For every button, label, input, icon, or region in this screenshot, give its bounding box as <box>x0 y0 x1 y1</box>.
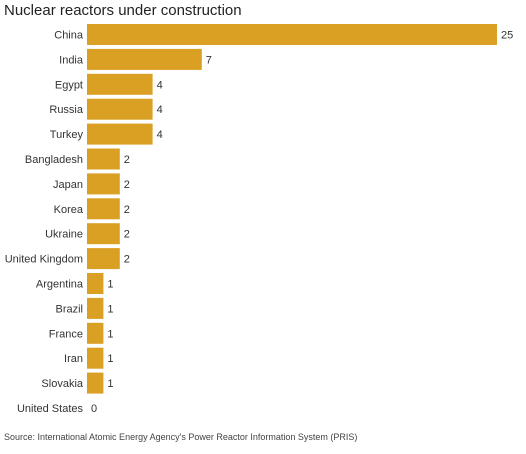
source-note: Source: International Atomic Energy Agen… <box>4 432 358 442</box>
category-label: United Kingdom <box>5 254 83 266</box>
category-label: Brazil <box>55 303 83 315</box>
chart-title: Nuclear reactors under construction <box>4 2 242 19</box>
category-label: Bangladesh <box>25 154 83 166</box>
value-label: 1 <box>107 303 113 315</box>
value-label: 1 <box>107 353 113 365</box>
value-label: 7 <box>206 54 212 66</box>
category-label: China <box>54 30 84 42</box>
bar <box>87 198 120 220</box>
bar <box>87 347 104 369</box>
value-label: 1 <box>107 328 113 340</box>
category-label: Ukraine <box>45 229 83 241</box>
bar <box>87 322 104 344</box>
bar <box>87 24 497 45</box>
category-label: Egypt <box>55 79 83 91</box>
bar <box>87 297 104 319</box>
category-label: Slovakia <box>41 378 83 390</box>
value-label: 25 <box>501 30 513 42</box>
value-label: 4 <box>157 104 163 116</box>
value-label: 2 <box>124 154 130 166</box>
bar <box>87 123 153 145</box>
category-label: France <box>49 328 83 340</box>
value-label: 4 <box>157 129 163 141</box>
category-label: India <box>59 54 84 66</box>
category-label: Turkey <box>50 129 84 141</box>
bar <box>87 223 120 245</box>
value-label: 1 <box>107 378 113 390</box>
value-label: 2 <box>124 254 130 266</box>
category-label: Argentina <box>36 279 84 291</box>
category-label: Iran <box>64 353 83 365</box>
category-label: Japan <box>53 179 83 191</box>
value-label: 0 <box>91 403 97 415</box>
value-label: 4 <box>157 79 163 91</box>
value-label: 2 <box>124 204 130 216</box>
bar <box>87 248 120 270</box>
bar <box>87 48 202 70</box>
category-label: Russia <box>49 104 84 116</box>
value-label: 1 <box>107 279 113 291</box>
bar <box>87 273 104 294</box>
value-label: 2 <box>124 229 130 241</box>
category-label: United States <box>17 403 84 415</box>
bar <box>87 73 153 95</box>
bar <box>87 372 104 394</box>
value-label: 2 <box>124 179 130 191</box>
bar <box>87 98 153 120</box>
bar <box>87 173 120 195</box>
bar <box>87 148 120 170</box>
category-label: Korea <box>54 204 84 216</box>
